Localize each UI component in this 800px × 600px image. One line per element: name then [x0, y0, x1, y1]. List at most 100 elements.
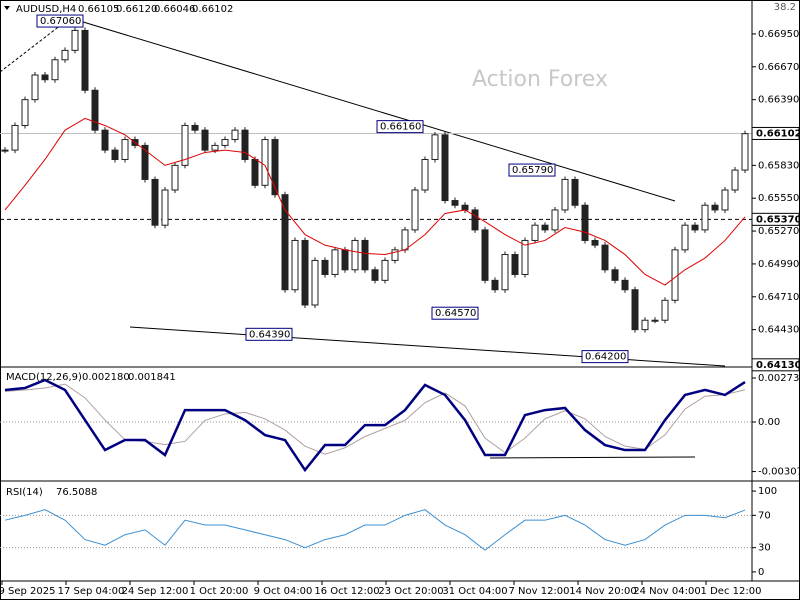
candle	[471, 209, 479, 231]
annotation: 0.64200	[585, 352, 626, 363]
candle	[181, 124, 189, 166]
y-tick-label: 0.66670	[758, 62, 799, 73]
candle	[51, 59, 59, 81]
ohlc-value: 0.66120	[116, 4, 157, 15]
candle	[531, 224, 539, 241]
y-tick-label: -0.003077	[758, 467, 800, 478]
x-tick-label: 23 Oct 20:00	[378, 586, 443, 597]
candle	[291, 239, 299, 291]
candle	[221, 139, 229, 146]
annotation: 0.67060	[40, 16, 81, 27]
price-mark-label: 0.65370	[756, 214, 800, 225]
x-tick-label: 14 Nov 20:00	[569, 586, 636, 597]
x-tick-label: 7 Nov 12:00	[508, 586, 569, 597]
y-tick-label: 0.00	[758, 417, 780, 428]
candle	[641, 319, 649, 331]
candle	[521, 239, 529, 275]
candle	[251, 158, 259, 186]
candle	[731, 169, 739, 191]
candle	[611, 269, 619, 281]
candle	[441, 134, 449, 202]
candle	[511, 254, 519, 275]
candle	[601, 244, 609, 271]
y-tick-label: 70	[758, 510, 771, 521]
annotation: 0.65790	[512, 165, 553, 176]
candle	[401, 229, 409, 251]
candle	[351, 239, 359, 271]
candle	[581, 204, 589, 241]
candle	[101, 129, 109, 151]
watermark: Action Forex	[472, 67, 608, 92]
candle	[331, 249, 339, 275]
readout: 0.002180	[82, 372, 130, 383]
candle	[571, 178, 579, 206]
candle	[691, 224, 699, 231]
x-tick-label: 1 Dec 12:00	[701, 586, 762, 597]
ohlc-value: 0.66046	[154, 4, 195, 15]
candle	[151, 178, 159, 226]
scale-note: 38.2	[774, 2, 796, 13]
candle	[231, 129, 239, 141]
candle	[591, 239, 599, 246]
y-tick-label: 0.64990	[758, 259, 799, 270]
candle	[261, 139, 269, 186]
indicator-title: MACD(12,26,9)	[6, 372, 82, 383]
candle	[651, 319, 659, 322]
annotation-box	[508, 163, 556, 177]
x-tick-label: 24 Nov 04:00	[633, 586, 700, 597]
candle	[111, 149, 119, 160]
candle	[381, 259, 389, 281]
candle	[361, 239, 369, 271]
candle	[201, 129, 209, 151]
price-mark-box	[751, 126, 800, 140]
rsi-line	[4, 509, 746, 551]
x-tick-label: 9 Sep 2025	[0, 586, 56, 597]
candle	[1, 149, 9, 152]
annotation: 0.64570	[435, 308, 476, 319]
y-tick-label: 0.64710	[758, 292, 799, 303]
annotation-box	[376, 120, 424, 134]
candle	[311, 259, 319, 306]
readout: 0.001841	[128, 372, 176, 383]
x-tick-label: 24 Sep 12:00	[122, 586, 189, 597]
candle	[541, 224, 549, 231]
price-mark-label: 0.66102	[756, 128, 800, 139]
x-tick-label: 31 Oct 04:00	[442, 586, 507, 597]
candle	[21, 99, 29, 126]
candle	[31, 74, 39, 101]
y-tick-label: 0	[758, 567, 764, 578]
candle	[301, 239, 309, 306]
price-mark-label: 0.64130	[756, 360, 800, 371]
candle	[91, 89, 99, 131]
trend-line	[69, 17, 676, 202]
candle	[671, 249, 679, 301]
macd-line	[4, 378, 746, 473]
candle	[61, 49, 69, 61]
x-tick-label: 9 Oct 04:00	[254, 586, 313, 597]
annotation-box	[431, 306, 479, 320]
indicator-title: RSI(14)	[6, 487, 43, 498]
candle	[461, 204, 469, 211]
menu-arrow	[4, 6, 10, 10]
candle	[711, 204, 719, 211]
price-mark-box	[751, 212, 800, 226]
candle	[701, 204, 709, 231]
candle	[411, 189, 419, 231]
candle	[721, 189, 729, 211]
y-tick-label: 0.65830	[758, 160, 799, 171]
annotation-box	[581, 350, 629, 364]
candle	[621, 279, 629, 291]
candle	[271, 139, 279, 196]
candle	[121, 139, 129, 160]
candle	[191, 124, 199, 131]
candle	[431, 134, 439, 160]
candle	[321, 259, 329, 275]
x-tick-label: 1 Oct 20:00	[190, 586, 249, 597]
candle	[481, 229, 489, 281]
candle	[281, 194, 289, 291]
annotation: 0.66160	[380, 122, 421, 133]
candle	[161, 189, 169, 226]
annotation-box	[36, 14, 84, 28]
candle	[681, 224, 689, 251]
candle	[391, 249, 399, 261]
